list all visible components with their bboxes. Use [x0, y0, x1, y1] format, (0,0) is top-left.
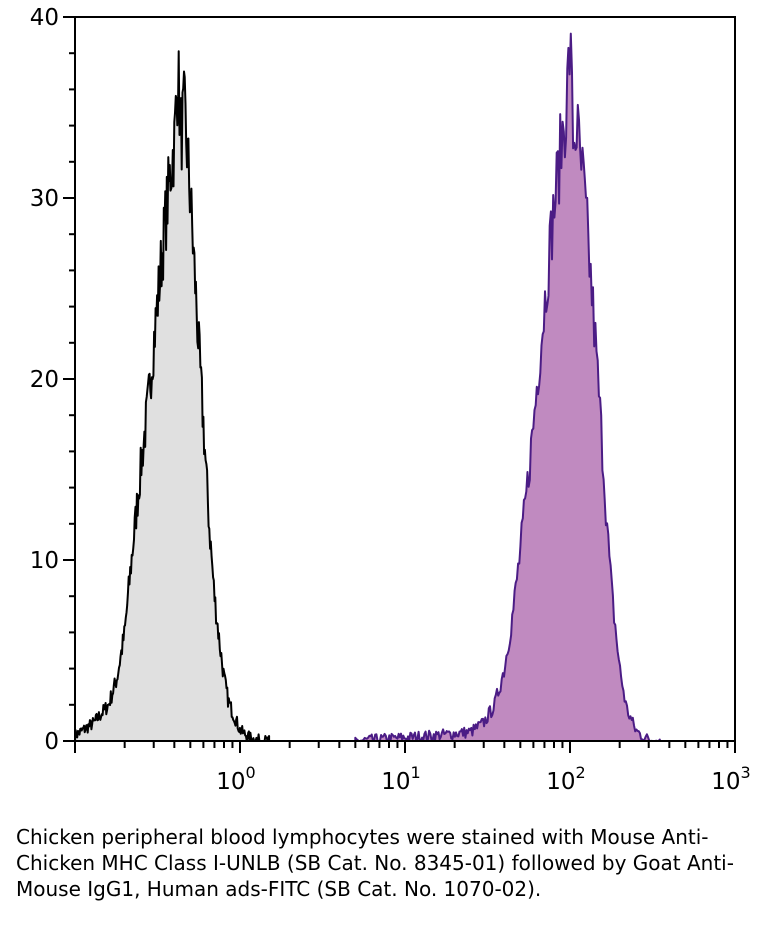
y-tick-label: 20	[30, 367, 59, 393]
y-tick-label: 30	[30, 186, 59, 212]
series-control-histogram	[74, 50, 271, 742]
x-axis: 100 101 102 103	[74, 741, 751, 795]
y-tick-label: 40	[30, 5, 59, 31]
x-tick-label: 101	[381, 763, 420, 795]
x-tick-label: 102	[546, 763, 585, 795]
y-tick-label: 0	[44, 729, 59, 755]
y-axis: 0 10 20 30 40	[30, 5, 75, 755]
histogram-chart: 0 10 20 30 40 100 101 102 103	[30, 5, 751, 795]
series-stained-histogram	[354, 32, 661, 742]
figure-caption: Chicken peripheral blood lymphocytes wer…	[16, 825, 734, 901]
y-tick-label: 10	[30, 548, 59, 574]
x-tick-label: 100	[216, 763, 255, 795]
x-tick-label: 103	[711, 763, 750, 795]
plot-area	[74, 32, 661, 742]
